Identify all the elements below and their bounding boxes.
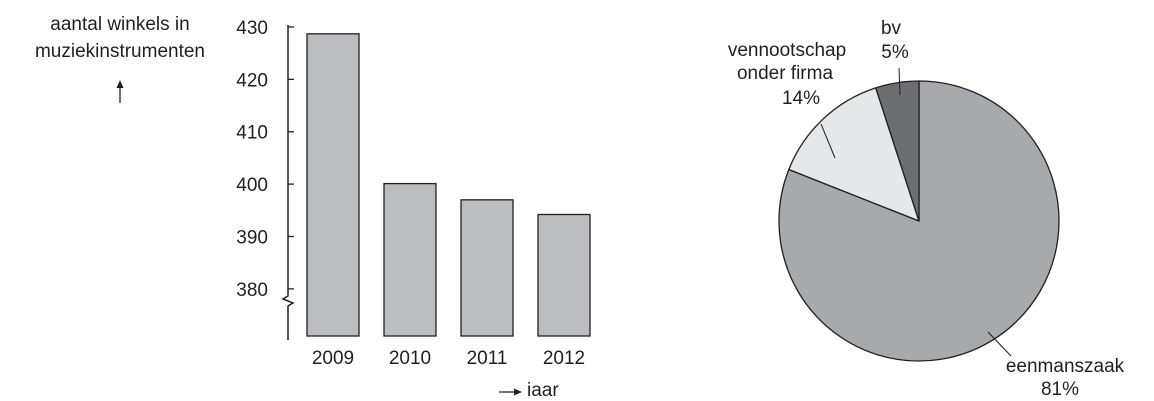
- pie-slice-bv: [875, 80, 920, 222]
- bv-percent: 5%: [881, 42, 909, 63]
- y-axis-label-line2: muziekinstrumenten: [35, 41, 205, 62]
- x-axis-label: jaar: [526, 380, 559, 396]
- vof-label-line2: onder firma: [737, 63, 834, 84]
- y-tick-label: 430: [236, 18, 268, 39]
- bar-2009: [306, 33, 360, 337]
- y-axis-arrow-icon: [116, 80, 124, 103]
- y-tick-label: 410: [236, 123, 268, 144]
- y-axis-line: [281, 25, 295, 340]
- y-tick-label: 390: [236, 227, 268, 248]
- vof-percent: 14%: [782, 88, 820, 109]
- y-tick-label: 380: [236, 280, 268, 301]
- bv-label: bv: [881, 18, 902, 39]
- x-tick-label: 2012: [543, 348, 585, 369]
- x-tick-label: 2009: [312, 348, 354, 369]
- eenmanszaak-percent: 81%: [1041, 379, 1079, 396]
- y-ticks: 380 390 400 410 420 430: [236, 18, 294, 301]
- bar-2011: [460, 199, 514, 337]
- y-tick-label: 420: [236, 70, 268, 91]
- x-axis-arrow-icon: [499, 388, 522, 396]
- pie-slices: [778, 80, 1060, 362]
- x-tick-label: 2011: [467, 348, 508, 369]
- y-tick-label: 400: [236, 175, 268, 196]
- bar-2010: [383, 182, 437, 337]
- eenmanszaak-label: eenmanszaak: [1006, 356, 1125, 377]
- pie-chart: bv 5% vennootschap onder firma 14% eenma…: [728, 18, 1125, 400]
- leader-line-bv: [898, 67, 901, 96]
- bars: [306, 33, 591, 337]
- vof-label-line1: vennootschap: [728, 40, 846, 61]
- bar-chart: aantal winkels in muziekinstrumenten 380…: [35, 14, 591, 401]
- leader-line-vof: [820, 123, 836, 159]
- x-tick-labels: 2009 2010 2011 2012: [312, 348, 585, 369]
- y-axis-label-line1: aantal winkels in: [50, 14, 189, 35]
- leader-line-eenmanszaak: [987, 331, 1012, 357]
- bar-2012: [537, 213, 591, 337]
- x-tick-label: 2010: [389, 348, 431, 369]
